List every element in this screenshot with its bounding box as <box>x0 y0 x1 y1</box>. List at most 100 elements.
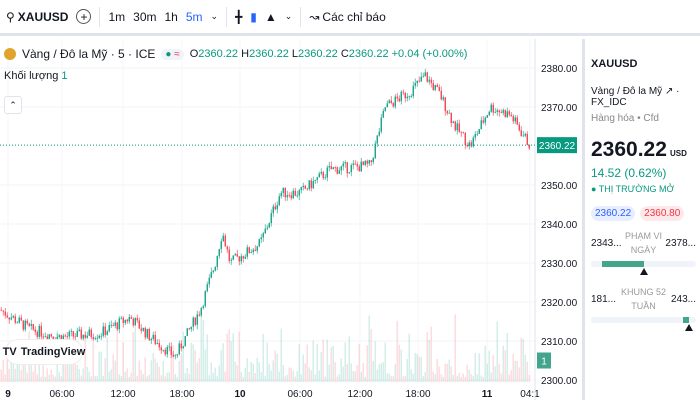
volume-bar <box>80 375 82 382</box>
volume-bar <box>466 364 468 382</box>
candle-body <box>270 213 272 224</box>
price-tick-label: 2340.00 <box>541 220 578 231</box>
candle-body <box>142 327 144 331</box>
volume-bar <box>92 342 94 382</box>
candle-body <box>486 115 488 118</box>
candle-body <box>56 336 58 341</box>
volume-bar <box>112 354 114 382</box>
candle-body <box>232 255 234 260</box>
volume-bar <box>202 319 204 382</box>
volume-bar <box>518 367 520 382</box>
add-symbol-button[interactable]: + <box>76 9 92 24</box>
volume-bar <box>40 376 42 382</box>
volume-bar <box>310 370 312 382</box>
volume-bar <box>228 329 230 382</box>
interval-1h[interactable]: 1h <box>164 9 178 24</box>
volume-bar <box>170 351 172 382</box>
indicators-button[interactable]: ↝ Các chỉ báo <box>309 9 386 24</box>
volume-bar <box>156 362 158 382</box>
candle-body <box>76 330 78 337</box>
panel-name[interactable]: Vàng / Đô la Mỹ <box>591 86 663 97</box>
volume-bar <box>374 341 376 382</box>
candle-body <box>354 163 356 165</box>
candle-body <box>464 132 466 145</box>
chevron-down-icon[interactable]: ⌄ <box>284 11 293 21</box>
candle-body <box>506 111 508 118</box>
candle-body <box>108 325 110 332</box>
volume-bar <box>256 357 258 382</box>
candle-body <box>330 166 332 170</box>
volume-bar <box>462 373 464 382</box>
volume-bar <box>48 374 50 382</box>
volume-bar <box>128 376 130 382</box>
candle-body <box>314 179 316 181</box>
market-status-badge[interactable]: ● ≈ <box>161 48 184 60</box>
volume-bar <box>220 350 222 382</box>
candle-body <box>36 331 38 337</box>
candle-body <box>490 104 492 112</box>
candle-body <box>138 320 140 329</box>
marker-triangle-icon <box>684 324 693 331</box>
area-chart-icon[interactable]: ▲ <box>264 9 277 24</box>
time-tick-label: 9 <box>5 389 11 400</box>
bars-chart-icon[interactable]: ╋ <box>235 9 243 24</box>
panel-symbol: XAUUSD <box>591 58 638 70</box>
volume-bar <box>282 364 284 382</box>
candle-body <box>40 325 42 337</box>
candle-body <box>156 343 158 344</box>
volume-bar <box>410 369 412 382</box>
volume-bar <box>452 374 454 382</box>
volume-bar <box>356 365 358 382</box>
candle-body <box>168 346 170 348</box>
candle-body <box>184 336 186 347</box>
volume-bar <box>336 376 338 382</box>
candle-body <box>252 249 254 253</box>
candle-body <box>6 315 8 318</box>
external-link-icon[interactable]: ↗ <box>664 86 674 97</box>
candle-body <box>476 133 478 135</box>
candle-body <box>268 223 270 228</box>
volume-bar <box>194 350 196 382</box>
candle-body <box>478 129 480 134</box>
volume-bar <box>358 343 360 382</box>
chevron-down-icon[interactable]: ⌄ <box>210 11 219 21</box>
candle-body <box>372 157 374 163</box>
volume-bar <box>4 374 6 382</box>
volume-bar <box>344 342 346 382</box>
candle-body <box>90 329 92 337</box>
collapse-legend-button[interactable]: ⌃ <box>4 96 22 114</box>
volume-bar <box>142 374 144 382</box>
volume-bar <box>338 374 340 382</box>
candle-body <box>370 160 372 163</box>
candle-body <box>22 320 24 330</box>
candles-chart-icon[interactable]: ▮ <box>250 9 257 24</box>
candle-body <box>424 72 426 77</box>
volume-bar <box>430 326 432 382</box>
interval-30m[interactable]: 30m <box>133 9 157 24</box>
volume-bar <box>258 362 260 382</box>
volume-bar <box>118 374 120 382</box>
volume-bar <box>386 373 388 382</box>
volume-bar <box>186 368 188 382</box>
candle-body <box>72 331 74 337</box>
volume-bar <box>522 338 524 382</box>
candle-body <box>130 317 132 319</box>
symbol-title[interactable]: Vàng / Đô la Mỹ · 5 · ICE <box>22 47 156 61</box>
candle-body <box>312 180 314 189</box>
interval-1m[interactable]: 1m <box>108 9 126 24</box>
candle-body <box>260 237 262 240</box>
price-chart[interactable]: 2380.00 2370.00 2350.00 2340.00 2330.00 2320.… <box>0 39 581 400</box>
candle-body <box>434 85 436 90</box>
candle-body <box>202 306 204 308</box>
candle-body <box>512 116 514 122</box>
symbol-search[interactable]: ⚲ XAUUSD <box>6 9 69 24</box>
volume-bar <box>26 372 28 382</box>
tradingview-logo[interactable]: TV TradingView <box>3 339 85 365</box>
volume-bar <box>244 367 246 382</box>
candle-body <box>336 167 338 174</box>
interval-5m[interactable]: 5m <box>185 9 203 24</box>
candle-body <box>10 317 12 320</box>
volume-bar <box>44 376 46 382</box>
candle-body <box>344 162 346 164</box>
volume-bar <box>456 375 458 382</box>
